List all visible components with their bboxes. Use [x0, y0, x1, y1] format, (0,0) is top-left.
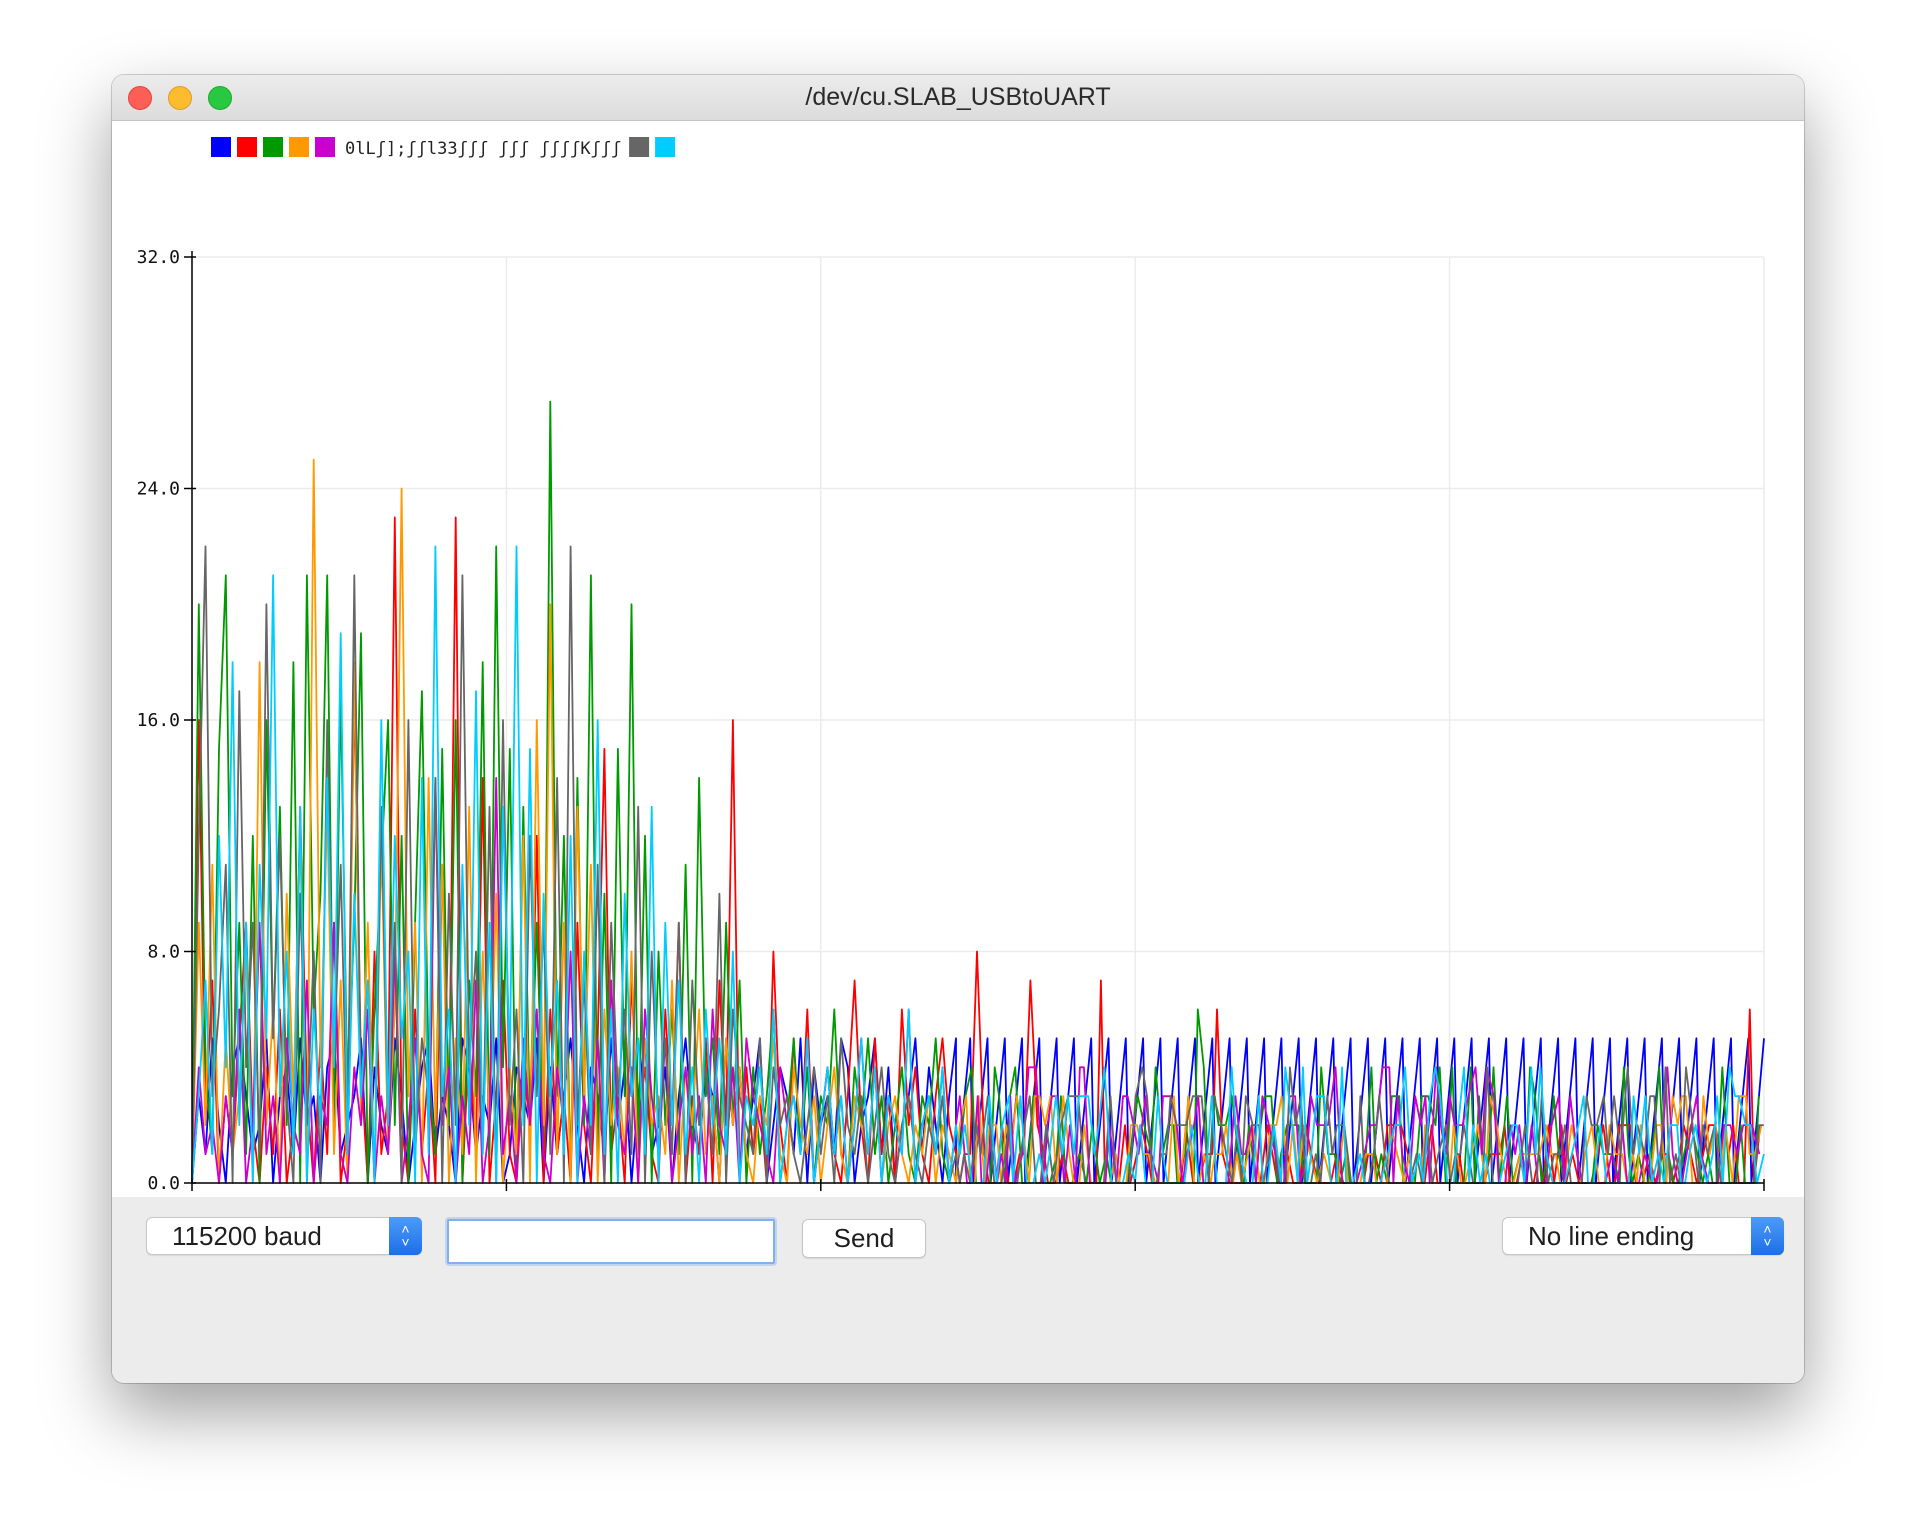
line-ending-select[interactable]: No line ending ˄ ˅ — [1502, 1217, 1784, 1255]
title-bar[interactable]: /dev/cu.SLAB_USBtoUART — [112, 75, 1804, 121]
select-arrows-icon: ˄ ˅ — [1751, 1217, 1784, 1255]
legend-swatch — [629, 137, 650, 157]
legend-swatch — [289, 137, 309, 157]
x-tick-label: 18917 — [1737, 1195, 1791, 1197]
baud-rate-select[interactable]: 115200 baud ˄ ˅ — [146, 1217, 422, 1255]
legend-swatch — [655, 137, 676, 157]
y-tick-label: 16.0 — [137, 710, 180, 731]
y-tick-label: 32.0 — [137, 247, 180, 268]
plot-area: 0lLʃ];ʃʃl33ʃʃʃ ʃʃʃ ʃʃʃʃKʃʃʃ 0.0 8.0 16.0 24.… — [112, 121, 1804, 1197]
x-tick-label: 18517 — [479, 1195, 533, 1197]
close-window-button[interactable] — [128, 86, 152, 110]
select-arrows-icon: ˄ ˅ — [389, 1217, 422, 1255]
serial-plot-chart: 0lLʃ];ʃʃl33ʃʃʃ ʃʃʃ ʃʃʃʃKʃʃʃ 0.0 8.0 16.0 24.… — [137, 137, 1791, 1197]
legend-swatch — [237, 137, 257, 157]
series-line — [191, 458, 1763, 1184]
x-tick-label: 18817 — [1423, 1195, 1477, 1197]
legend-swatch — [211, 137, 231, 157]
line-ending-label: No line ending — [1528, 1221, 1695, 1251]
x-tick-label: 18617 — [794, 1195, 848, 1197]
zoom-window-button[interactable] — [208, 86, 232, 110]
series-line — [191, 777, 1761, 1184]
legend-label: 0lLʃ];ʃʃl33ʃʃʃ ʃʃʃ ʃʃʃʃKʃʃʃ — [345, 139, 621, 159]
serial-plotter-window: /dev/cu.SLAB_USBtoUART 0lLʃ];ʃʃl33ʃʃʃ ʃʃ… — [112, 75, 1804, 1383]
minimize-window-button[interactable] — [168, 86, 192, 110]
y-tick-label: 8.0 — [147, 942, 180, 963]
baud-rate-label: 115200 baud — [172, 1221, 322, 1251]
y-tick-label: 0.0 — [147, 1173, 180, 1194]
x-tick-label: 18417 — [165, 1195, 219, 1197]
send-button[interactable]: Send — [802, 1219, 926, 1258]
bottom-toolbar: 115200 baud ˄ ˅ Send No line ending ˄ ˅ — [112, 1197, 1804, 1383]
x-tick-label: 18717 — [1108, 1195, 1162, 1197]
y-tick-label: 24.0 — [137, 479, 180, 500]
legend-swatch — [315, 137, 335, 157]
send-text-input[interactable] — [447, 1219, 775, 1264]
window-title: /dev/cu.SLAB_USBtoUART — [805, 83, 1111, 111]
legend-swatch — [263, 137, 283, 157]
